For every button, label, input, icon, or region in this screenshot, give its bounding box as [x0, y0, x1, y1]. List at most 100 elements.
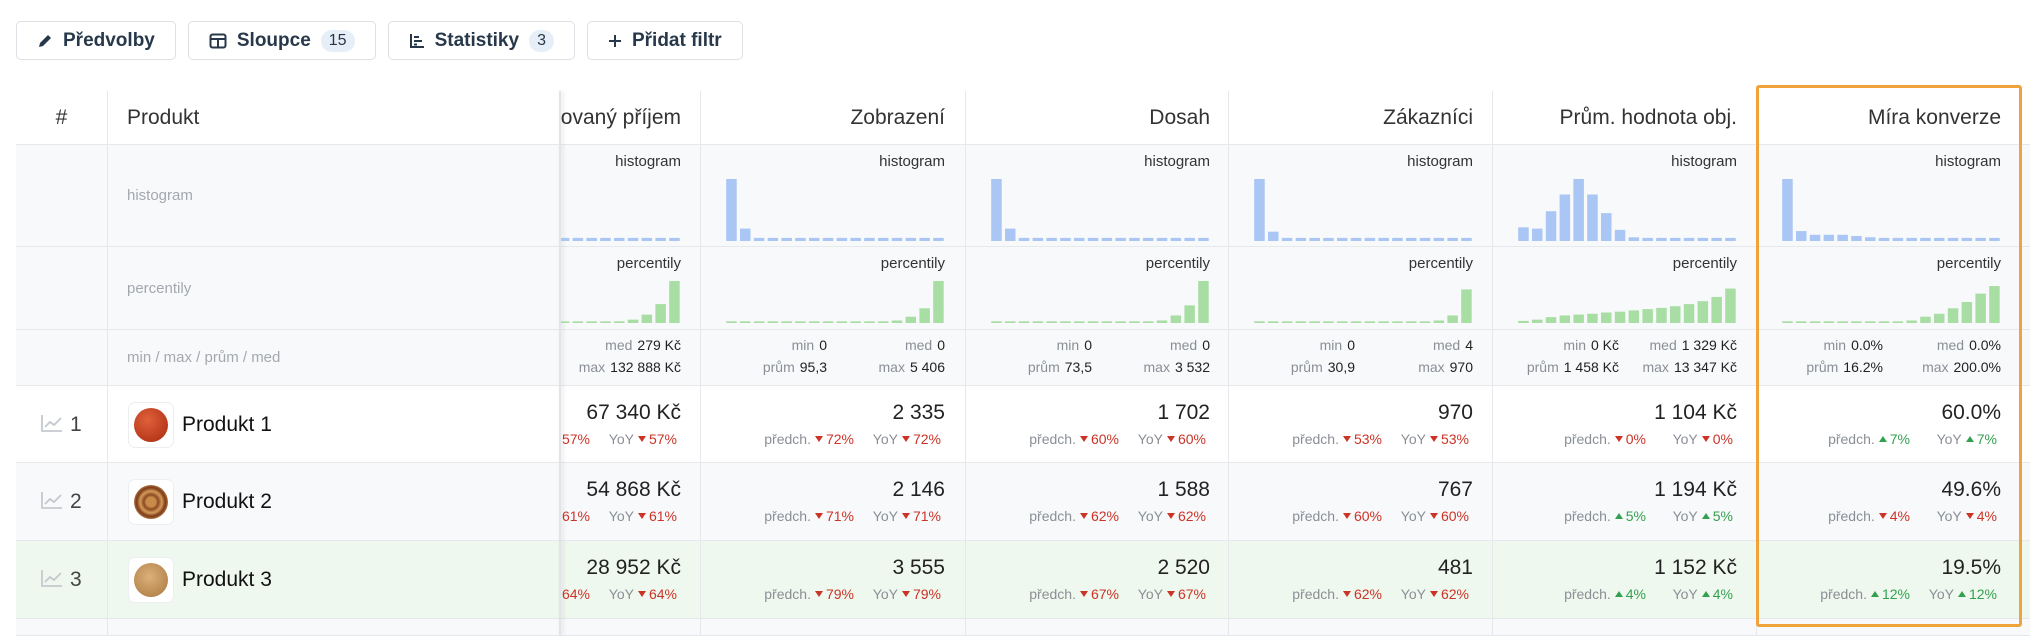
column-header[interactable]: Zákazníci: [1383, 106, 1473, 129]
trend-arrow: [1342, 591, 1351, 598]
summary-max: max 5 406: [879, 359, 946, 375]
trend: předch. 0%: [1550, 431, 1646, 447]
value-cell: 19.5% předch. 12% YoY 12%: [1756, 541, 2020, 619]
column-header[interactable]: Zobrazení: [850, 106, 945, 129]
bar: [1823, 321, 1835, 323]
trend: YoY 79%: [859, 586, 941, 602]
mini-chart: [726, 179, 944, 241]
trend-arrow: [1342, 436, 1351, 443]
cell-value: 2 335: [892, 401, 945, 424]
column-header[interactable]: Míra konverze: [1867, 106, 2001, 129]
product-header: Produkt: [127, 106, 200, 129]
bar: [1087, 321, 1099, 323]
bar: [1378, 321, 1389, 323]
bar: [627, 237, 639, 241]
trend: YoY 4%: [1923, 508, 1997, 524]
presets-button[interactable]: Předvolby: [16, 21, 176, 60]
bar: [1032, 321, 1044, 323]
cell-value: 1 194 Kč: [1654, 478, 1737, 501]
stat-row-label: histogram: [127, 187, 193, 204]
product-name[interactable]: Produkt 2: [182, 490, 272, 513]
product-row[interactable]: [16, 386, 2030, 463]
column-header[interactable]: ovaný příjem: [561, 106, 681, 129]
summary-avg: prům 30,9: [1291, 359, 1355, 375]
add-filter-button[interactable]: Přidat filtr: [586, 21, 743, 60]
histogram-cell: histogram: [1756, 145, 2020, 247]
stats-button[interactable]: Statistiky 3: [387, 21, 575, 60]
column-divider: [700, 91, 701, 636]
trend-chart-icon[interactable]: [40, 413, 64, 433]
summary-value: 970: [1449, 359, 1473, 375]
bar: [1823, 234, 1835, 241]
product-row[interactable]: [16, 463, 2030, 541]
trend-value: 71%: [912, 508, 941, 524]
trend-arrow: [1701, 513, 1710, 520]
trend-label: předch.: [1564, 431, 1611, 447]
button-badge: 15: [320, 29, 355, 52]
trend-value: 57%: [561, 431, 590, 447]
bar: [1601, 213, 1612, 241]
bar: [1419, 237, 1431, 241]
bar: [1532, 228, 1543, 241]
trend-arrow: [1079, 436, 1088, 443]
summary-med: med 4: [1433, 337, 1473, 353]
bar: [1545, 211, 1557, 241]
bar: [726, 179, 737, 241]
trend-chart-icon[interactable]: [40, 568, 64, 588]
mini-chart: [1782, 179, 2000, 241]
cell-value: 67 340 Kč: [586, 401, 681, 424]
trend-arrow: [1342, 513, 1351, 520]
bar: [1115, 321, 1126, 323]
bar: [1573, 179, 1584, 241]
columns-button[interactable]: Sloupce 15: [187, 21, 376, 60]
trend-label: YoY: [872, 508, 898, 524]
percentile-cell: percentily: [1756, 247, 2020, 330]
bar: [1878, 321, 1890, 323]
product-name[interactable]: Produkt 1: [182, 413, 272, 436]
cell-value: 19.5%: [1941, 556, 2001, 579]
bar: [1337, 321, 1348, 323]
bar: [1143, 321, 1154, 323]
trend-arrow: [1957, 591, 1966, 598]
trend-value: 67%: [1177, 586, 1206, 602]
trend-label: YoY: [1928, 586, 1954, 602]
bar: [1018, 321, 1030, 323]
trend-value: 5%: [1625, 508, 1646, 524]
trend-value: 53%: [1440, 431, 1469, 447]
trend: YoY 5%: [1659, 508, 1733, 524]
bar: [1461, 237, 1472, 241]
percentile-cell: percentily: [1228, 247, 1492, 330]
trend-chart-icon[interactable]: [40, 490, 64, 510]
product-name[interactable]: Produkt 3: [182, 568, 272, 591]
bar: [1337, 237, 1348, 241]
product-row[interactable]: [16, 541, 2030, 619]
column-header[interactable]: Prům. hodnota obj.: [1559, 106, 1737, 129]
bar: [1865, 321, 1876, 323]
value-cell: 60.0% předch. 7% YoY 7%: [1756, 386, 2020, 463]
button-label: Přidat filtr: [631, 29, 722, 51]
cell-value: 49.6%: [1941, 478, 2001, 501]
bar: [809, 237, 820, 241]
bar: [1587, 313, 1598, 323]
column-header[interactable]: Dosah: [1149, 106, 1210, 129]
bar: [1309, 237, 1320, 241]
bar: [1920, 237, 1931, 241]
bar: [1433, 320, 1445, 323]
bar: [1878, 237, 1890, 241]
bar: [726, 321, 737, 323]
column: ovaný příjem histogram percentily med 279 Kč…: [561, 91, 700, 636]
summary-value: 132 888 Kč: [610, 359, 681, 375]
mini-chart: [1518, 179, 1736, 241]
cell-value: 3 555: [892, 556, 945, 579]
histogram-label: histogram: [1671, 153, 1737, 170]
histogram-row: [16, 145, 2030, 247]
trend-label: YoY: [1137, 586, 1163, 602]
summary-label: max: [1922, 359, 1949, 375]
summary-label: med: [1936, 337, 1965, 353]
trend-arrow: [637, 591, 646, 598]
summary-value: 1 329 Kč: [1681, 337, 1737, 353]
trend-value: 71%: [825, 508, 854, 524]
bar: [1683, 304, 1695, 323]
bar: [1295, 237, 1307, 241]
bar: [1032, 237, 1044, 241]
